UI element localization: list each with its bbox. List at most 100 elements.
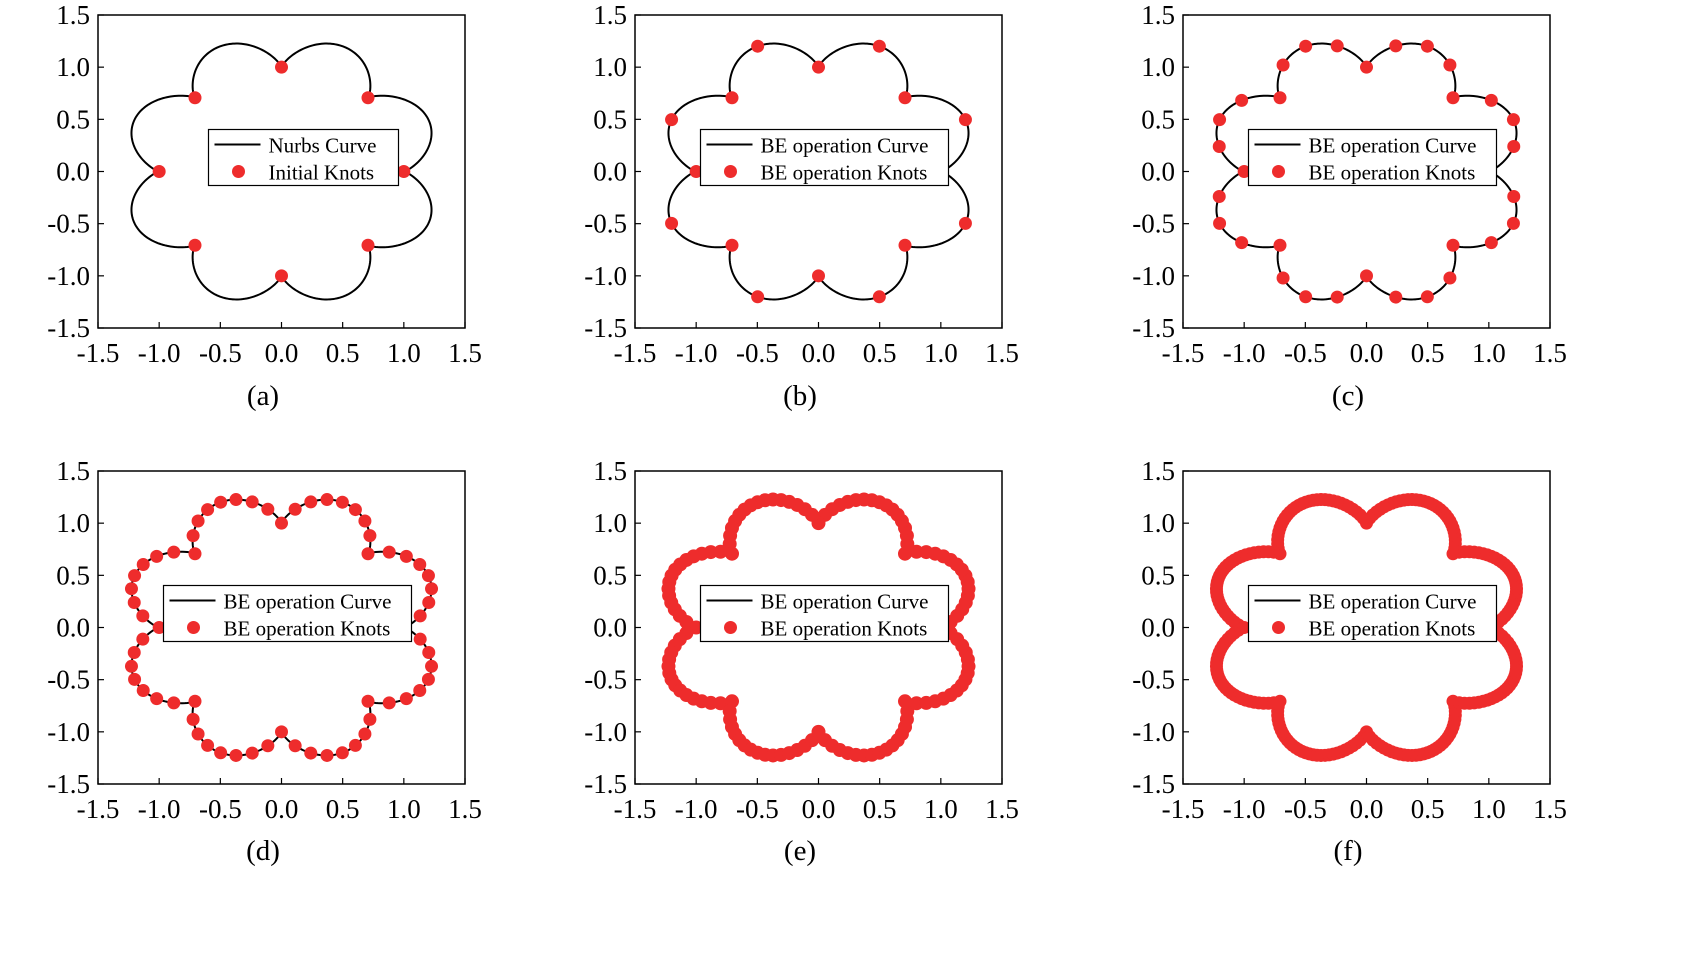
x-tick-label: 1.0	[924, 794, 958, 824]
y-tick-label: 0.5	[593, 560, 627, 590]
knot-point	[725, 546, 739, 561]
y-tick-label: 1.5	[1141, 456, 1175, 486]
y-tick-label: 1.5	[56, 456, 90, 486]
knot-point	[665, 113, 679, 127]
knot-point	[127, 596, 141, 610]
knot-point	[399, 549, 413, 563]
y-tick-label: 0.0	[593, 613, 627, 643]
knot-point	[128, 569, 142, 583]
knot-point	[1506, 216, 1520, 230]
knot-point	[136, 684, 150, 698]
knot-point	[335, 495, 349, 509]
legend-box	[1247, 128, 1498, 187]
knot-point	[201, 503, 215, 517]
knot-point	[421, 672, 435, 686]
knot-point	[188, 91, 202, 105]
knot-point	[1330, 290, 1344, 304]
knot-point	[127, 645, 141, 659]
y-tick-label: -0.5	[584, 665, 627, 695]
knot-point	[1389, 290, 1403, 304]
knot-point	[397, 165, 411, 178]
legend-curve-label: Nurbs Curve	[269, 134, 377, 158]
knot-point	[1506, 113, 1520, 127]
knot-point	[751, 39, 765, 53]
y-tick-label: 0.0	[56, 157, 90, 187]
legend-marker-swatch	[724, 621, 737, 634]
y-tick-label: -1.0	[47, 261, 90, 291]
knot-point	[1273, 238, 1287, 252]
panel-label: (b)	[783, 380, 817, 412]
x-tick-label: -1.5	[1162, 338, 1205, 368]
knot-point	[136, 609, 150, 623]
x-tick-label: -0.5	[1284, 338, 1327, 368]
knot-point	[188, 694, 202, 708]
x-tick-label: 1.5	[985, 794, 1019, 824]
x-tick-label: 1.0	[387, 794, 421, 824]
legend-marker-swatch	[232, 165, 245, 178]
knot-point	[275, 725, 288, 739]
knot-point	[361, 547, 375, 561]
knot-point	[1443, 58, 1457, 72]
chart-panel-c: -1.5 -1.0 -0.5 0.0 0.5 1.0 1.5 -1.5 -1.0 -0.5 0.0 0…	[1132, 0, 1567, 412]
x-tick-label: 1.5	[1533, 794, 1567, 824]
x-tick-label: -1.0	[675, 338, 718, 368]
x-tick-label: 0.5	[326, 338, 360, 368]
panel-label: (f)	[1334, 835, 1363, 867]
knot-point	[348, 738, 362, 752]
knot-point	[288, 739, 302, 753]
x-tick-label: -0.5	[199, 794, 242, 824]
knot-point	[725, 91, 739, 105]
y-tick-label: 0.5	[56, 104, 90, 134]
y-tick-label: -1.0	[1132, 261, 1175, 291]
legend-box	[699, 128, 950, 187]
y-tick-label: 1.5	[56, 0, 90, 30]
knot-point	[725, 238, 739, 252]
legend-curve-label: BE operation Curve	[1309, 134, 1477, 158]
knot-point	[1484, 93, 1498, 107]
y-tick-label: 0.5	[593, 104, 627, 134]
knot-point	[150, 692, 164, 706]
knot-point	[167, 545, 181, 559]
knot-point	[422, 596, 436, 610]
y-tick-label: 1.0	[56, 52, 90, 82]
knot-point	[1212, 140, 1226, 154]
knot-point	[1420, 39, 1434, 53]
knot-point	[229, 748, 243, 762]
knot-point	[413, 609, 427, 623]
knot-point	[167, 696, 181, 710]
knot-point	[713, 696, 728, 711]
knot-point	[689, 165, 703, 178]
x-tick-label: -0.5	[736, 338, 779, 368]
y-tick-label: -0.5	[47, 209, 90, 239]
x-tick-label: -1.5	[77, 794, 120, 824]
y-tick-label: -1.5	[1132, 769, 1175, 799]
y-tick-label: 0.5	[1141, 104, 1175, 134]
y-tick-label: 0.0	[1141, 613, 1175, 643]
knot-point	[214, 746, 228, 760]
y-tick-label: 0.5	[56, 560, 90, 590]
knot-point	[1212, 189, 1226, 203]
knot-point	[1389, 39, 1403, 53]
x-tick-label: 0.5	[863, 338, 897, 368]
x-tick-label: 1.5	[448, 338, 482, 368]
knot-point	[245, 746, 259, 760]
y-tick-label: 0.0	[56, 613, 90, 643]
knot-point	[275, 60, 288, 74]
x-tick-label: -1.5	[77, 338, 120, 368]
panel-label: (d)	[246, 835, 280, 867]
knot-point	[128, 672, 142, 686]
knot-point	[1507, 140, 1521, 154]
y-tick-label: 1.5	[593, 456, 627, 486]
knot-point	[425, 659, 439, 673]
knot-point	[1235, 236, 1249, 250]
legend-curve-label: BE operation Curve	[761, 134, 929, 158]
x-tick-label: 0.0	[1350, 338, 1384, 368]
knot-point	[1330, 39, 1344, 53]
knot-point	[358, 727, 372, 741]
x-tick-label: 0.5	[1411, 794, 1445, 824]
legend-knots-label: Initial Knots	[269, 161, 375, 185]
y-tick-label: 1.0	[56, 508, 90, 538]
knot-point	[275, 269, 288, 283]
knot-point	[348, 503, 362, 517]
